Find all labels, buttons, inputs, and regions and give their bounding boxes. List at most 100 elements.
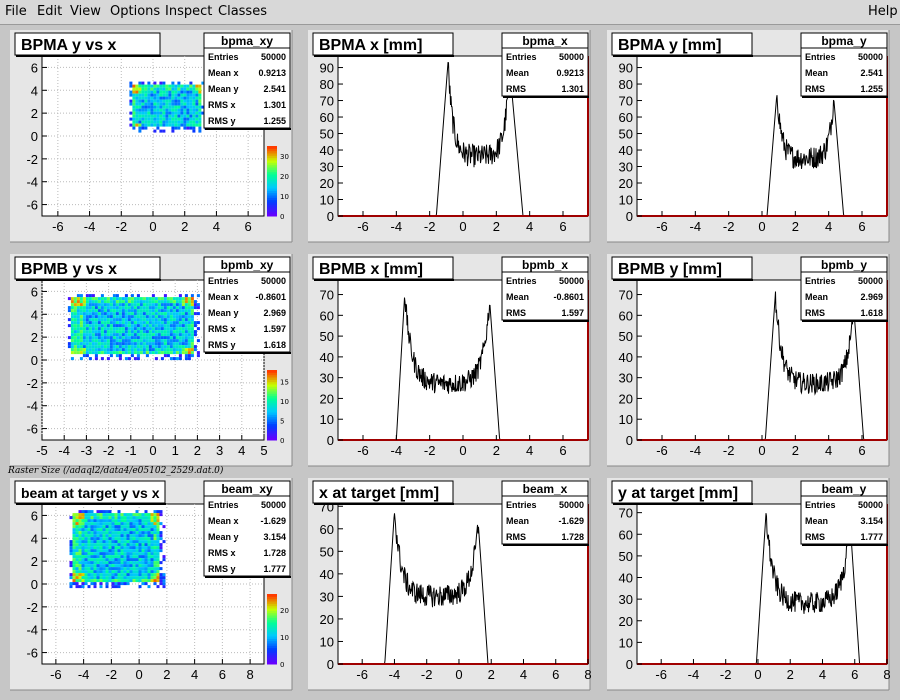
- heat-cell: [136, 297, 140, 301]
- heat-cell: [159, 573, 163, 577]
- heat-cell: [97, 300, 101, 304]
- heat-cell: [133, 312, 137, 316]
- heat-cell: [174, 84, 178, 88]
- x-tick-label: 4: [191, 667, 198, 682]
- heat-cell: [135, 540, 139, 544]
- heat-cell: [102, 510, 106, 514]
- heat-cell: [70, 312, 74, 316]
- heat-cell: [166, 306, 170, 310]
- heat-cell: [129, 81, 133, 85]
- heat-cell: [190, 309, 194, 313]
- heat-cell: [129, 540, 133, 544]
- heat-cell: [187, 297, 191, 301]
- heat-cell: [88, 333, 92, 337]
- color-scale-segment: [267, 624, 277, 628]
- root-canvas[interactable]: 0 10 20 30 -6 -4 -2 0 2 4 6 -6 -4 -2 0 2 4 6 BPMA y vs x bp…: [3, 26, 896, 696]
- heat-cell: [99, 561, 103, 565]
- heat-cell: [117, 570, 121, 574]
- heat-cell: [141, 123, 145, 127]
- stats-name: bpmb_y: [821, 258, 867, 272]
- color-scale-segment: [267, 631, 277, 635]
- menu-options[interactable]: Options: [110, 4, 161, 19]
- heat-cell: [178, 309, 182, 313]
- heat-cell: [115, 315, 119, 319]
- heat-cell: [84, 510, 88, 514]
- heat-cell: [171, 99, 175, 103]
- heat-cell: [115, 327, 119, 331]
- y-tick-label: 90: [619, 61, 633, 76]
- heat-cell: [114, 513, 118, 517]
- color-scale-segment: [267, 617, 277, 621]
- heat-cell: [117, 519, 121, 523]
- heat-cell: [75, 564, 79, 568]
- stats-box: [203, 32, 291, 129]
- heat-cell: [82, 336, 86, 340]
- heat-cell: [120, 519, 124, 523]
- heat-cell: [163, 294, 167, 298]
- heat-cell: [114, 519, 118, 523]
- heat-cell: [85, 327, 89, 331]
- heat-cell: [99, 543, 103, 547]
- heat-cell: [100, 294, 104, 298]
- heat-cell: [75, 540, 79, 544]
- heat-cell: [73, 342, 77, 346]
- heat-cell: [114, 516, 118, 520]
- menu-edit[interactable]: Edit: [37, 4, 63, 19]
- y-tick-label: -6: [26, 422, 38, 437]
- heat-cell: [196, 303, 200, 307]
- heat-cell: [70, 306, 74, 310]
- menu-file[interactable]: File: [5, 4, 27, 19]
- heat-cell: [70, 300, 74, 304]
- heat-cell: [75, 546, 79, 550]
- heat-cell: [159, 93, 163, 97]
- y-tick-label: 20: [619, 391, 633, 406]
- heat-cell: [84, 549, 88, 553]
- heat-cell: [154, 300, 158, 304]
- heat-cell: [108, 525, 112, 529]
- heat-cell: [141, 531, 145, 535]
- heat-cell: [183, 99, 187, 103]
- y-tick-label: 10: [320, 412, 334, 427]
- color-scale-segment: [267, 412, 277, 415]
- heat-cell: [141, 534, 145, 538]
- menu-view[interactable]: View: [70, 4, 101, 19]
- heat-cell: [87, 543, 91, 547]
- heat-cell: [117, 585, 121, 589]
- menu-help[interactable]: Help: [868, 4, 898, 19]
- heat-cell: [141, 552, 145, 556]
- heat-cell: [159, 576, 163, 580]
- heat-cell: [111, 582, 115, 586]
- heat-cell: [201, 81, 205, 85]
- heat-cell: [186, 90, 190, 94]
- x-tick-label: 6: [245, 219, 252, 234]
- color-scale-segment: [267, 612, 277, 616]
- color-scale-segment: [267, 433, 277, 436]
- heat-cell: [135, 546, 139, 550]
- heat-cell: [153, 579, 157, 583]
- heat-cell: [129, 525, 133, 529]
- heat-cell: [111, 585, 115, 589]
- menu-classes[interactable]: Classes: [218, 4, 267, 19]
- heat-cell: [135, 90, 139, 94]
- heat-cell: [106, 351, 110, 355]
- x-tick-label: 4: [825, 443, 832, 458]
- heat-cell: [106, 312, 110, 316]
- heat-cell: [75, 522, 79, 526]
- heat-cell: [172, 303, 176, 307]
- heat-cell: [160, 357, 164, 361]
- heat-cell: [198, 90, 202, 94]
- heat-cell: [156, 108, 160, 112]
- heat-cell: [129, 117, 133, 121]
- heat-cell: [138, 585, 142, 589]
- heat-cell: [111, 516, 115, 520]
- heat-cell: [147, 105, 151, 109]
- heat-cell: [150, 561, 154, 565]
- menu-inspect[interactable]: Inspect: [165, 4, 213, 19]
- heat-cell: [166, 321, 170, 325]
- heat-cell: [184, 351, 188, 355]
- heat-cell: [123, 516, 127, 520]
- heat-cell: [178, 312, 182, 316]
- heat-cell: [70, 315, 74, 319]
